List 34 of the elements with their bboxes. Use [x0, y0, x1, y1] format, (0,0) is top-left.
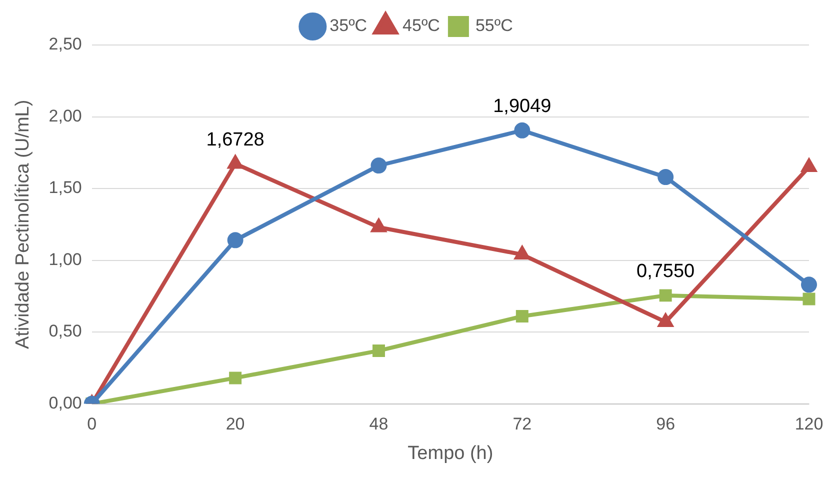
point — [658, 169, 674, 186]
data-label: 1,9049 — [493, 96, 552, 118]
point — [802, 292, 816, 306]
point — [516, 310, 528, 322]
point — [228, 156, 243, 169]
point — [659, 289, 672, 302]
y-tick-label: 0,50 — [48, 322, 82, 341]
data-label: 0,7550 — [636, 261, 695, 282]
x-tick-label: 0 — [87, 414, 97, 434]
y-tick-label: 2,00 — [48, 106, 82, 126]
x-tick-label: 72 — [512, 414, 532, 434]
point — [514, 246, 530, 260]
legend-label: 35ºC — [330, 16, 368, 36]
y-axis-title: Atividade Pectinolítica (U/mL) — [12, 100, 34, 350]
x-tick-label: 96 — [656, 414, 676, 434]
data-label: 1,6728 — [206, 129, 264, 150]
y-tick-label: 1,50 — [48, 178, 82, 198]
y-tick-label: 1,00 — [48, 250, 82, 269]
y-tick-label: 0,00 — [48, 393, 82, 412]
point — [229, 372, 242, 384]
x-tick-label: 120 — [794, 414, 824, 434]
legend-label: 45ºC — [402, 16, 440, 36]
point — [372, 219, 386, 232]
legend-label: 55ºC — [475, 16, 513, 36]
x-axis-title: Tempo (h) — [408, 442, 494, 464]
point — [802, 158, 816, 172]
point — [514, 122, 530, 138]
point — [227, 232, 244, 248]
point — [372, 344, 385, 357]
x-tick-label: 20 — [226, 414, 245, 434]
y-tick-label: 2,50 — [48, 34, 82, 54]
x-tick-label: 48 — [369, 414, 388, 434]
point — [370, 158, 387, 174]
point — [801, 276, 817, 293]
